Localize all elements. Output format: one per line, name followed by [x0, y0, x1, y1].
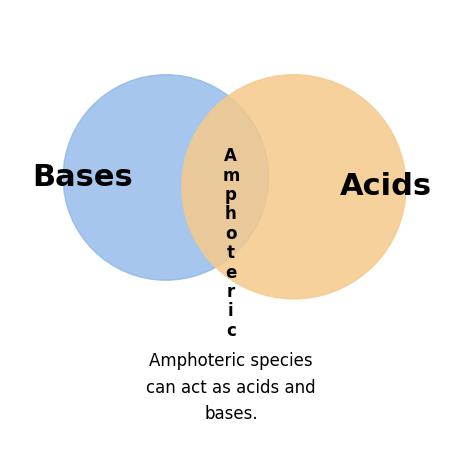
Ellipse shape	[182, 75, 406, 299]
Text: A
m
p
h
o
t
e
r
i
c: A m p h o t e r i c	[222, 147, 239, 340]
Ellipse shape	[63, 75, 269, 280]
Text: Bases: Bases	[33, 163, 133, 192]
Text: Amphoteric species
can act as acids and
bases.: Amphoteric species can act as acids and …	[146, 352, 316, 423]
Text: Acids: Acids	[340, 172, 432, 201]
